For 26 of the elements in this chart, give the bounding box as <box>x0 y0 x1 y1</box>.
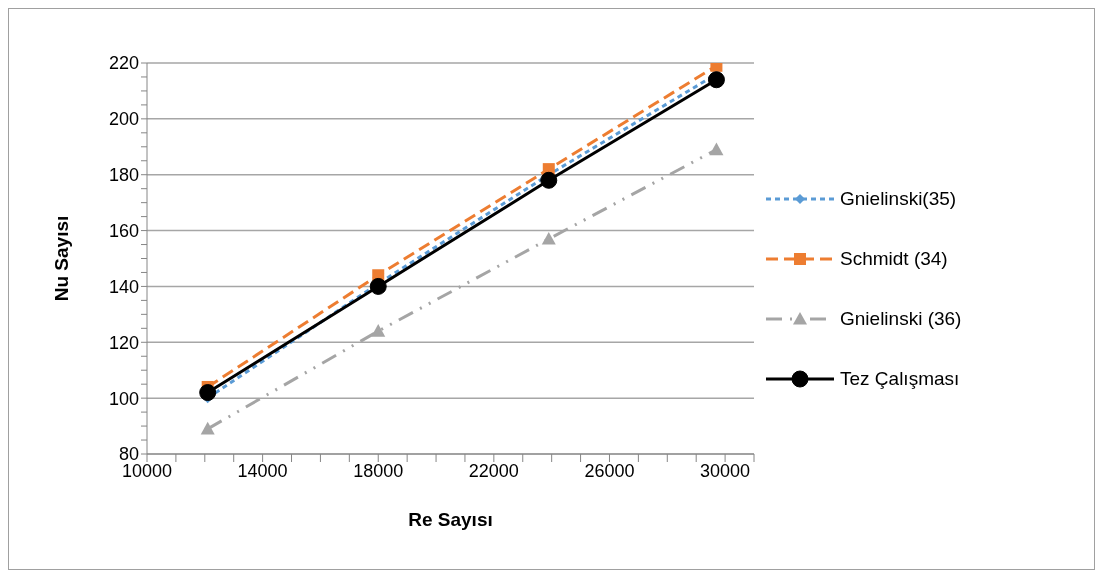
legend-label: Tez Çalışması <box>840 368 960 390</box>
legend-label: Gnielinski(35) <box>840 188 957 210</box>
x-tick-label: 22000 <box>468 460 519 481</box>
x-axis-title: Re Sayısı <box>408 509 493 530</box>
y-axis-title: Nu Sayısı <box>50 215 72 302</box>
x-tick-label: 14000 <box>237 460 288 481</box>
point <box>369 277 387 295</box>
point <box>541 231 556 245</box>
x-tick-label: 18000 <box>353 460 404 481</box>
legend-label: Schmidt (34) <box>840 248 948 270</box>
y-tick-label: 120 <box>108 332 139 353</box>
y-tick-label: 100 <box>108 388 139 409</box>
y-tick-label: 200 <box>108 109 139 130</box>
y-tick-label: 140 <box>108 276 139 297</box>
x-tick-label: 26000 <box>584 460 635 481</box>
y-tick-label: 180 <box>108 165 139 186</box>
point <box>707 71 725 89</box>
point <box>199 384 217 402</box>
y-tick-label: 220 <box>108 53 139 74</box>
point <box>709 142 724 156</box>
point <box>200 421 215 435</box>
legend-label: Gnielinski (36) <box>840 308 962 330</box>
point <box>371 324 386 337</box>
x-tick-label: 30000 <box>700 460 751 481</box>
y-tick-label: 160 <box>108 220 139 241</box>
point <box>540 171 558 189</box>
